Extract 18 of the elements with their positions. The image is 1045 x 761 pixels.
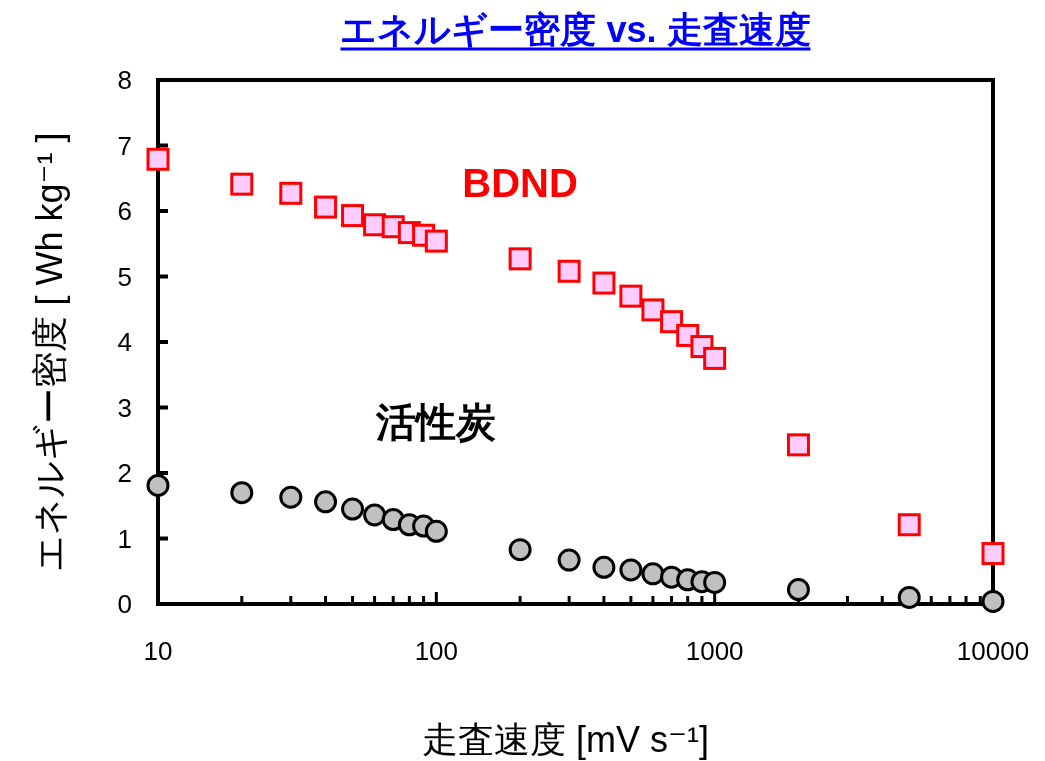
x-tick-label: 100 [414, 636, 459, 666]
y-tick-label: 0 [117, 589, 132, 619]
series-label: BDND [462, 160, 578, 205]
x-tick-label: 1000 [685, 636, 744, 666]
y-tick-label: 7 [117, 130, 132, 161]
x-tick-label: 10 [143, 636, 173, 666]
x-axis-title: 走査速度 [mV s⁻¹] [422, 719, 709, 760]
x-tick-label: 10000 [956, 636, 1030, 666]
y-tick-label: 8 [117, 65, 132, 95]
y-axis-title: エネルギー密度 [ Wh kg⁻¹ ] [29, 132, 70, 572]
chart-title: エネルギー密度 vs. 走査速度 [340, 9, 811, 50]
y-tick-label: 6 [117, 196, 132, 226]
y-tick-label: 4 [117, 327, 132, 357]
series-label: 活性炭 [375, 400, 497, 445]
y-tick-label: 5 [117, 261, 132, 292]
y-tick-label: 3 [117, 392, 132, 423]
y-tick-label: 2 [117, 458, 132, 488]
y-tick-label: 1 [117, 523, 132, 554]
